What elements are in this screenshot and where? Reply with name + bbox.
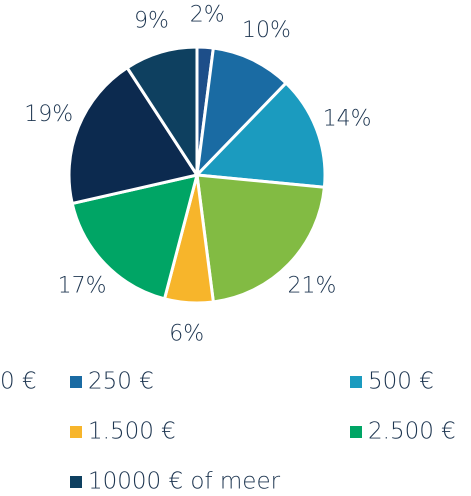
pie-slice bbox=[67, 65, 200, 206]
pie-slice bbox=[195, 173, 327, 304]
legend-label: 0 € bbox=[0, 369, 37, 395]
pie-slice bbox=[125, 45, 199, 181]
pie-slice bbox=[194, 46, 289, 180]
legend-marker bbox=[70, 476, 82, 488]
slice-label: 21% bbox=[287, 273, 336, 298]
legend-marker bbox=[70, 376, 82, 388]
legend-marker bbox=[350, 376, 362, 388]
legend-label: 250 € bbox=[88, 369, 154, 395]
slice-label: 10% bbox=[242, 18, 291, 43]
legend-label: 1.500 € bbox=[88, 419, 176, 445]
legend-label: 2.500 € bbox=[368, 419, 456, 445]
slice-label: 14% bbox=[323, 107, 372, 132]
legend-marker bbox=[350, 426, 362, 438]
slice-label: 17% bbox=[58, 273, 107, 298]
slice-label: 2% bbox=[190, 2, 225, 27]
slice-label: 6% bbox=[169, 322, 204, 347]
legend-label: 10000 € of meer bbox=[88, 469, 281, 495]
slice-label: 19% bbox=[24, 102, 73, 127]
pie-slice bbox=[70, 172, 200, 301]
slice-label: 9% bbox=[134, 9, 169, 34]
legend-marker bbox=[70, 426, 82, 438]
legend-label: 500 € bbox=[368, 369, 434, 395]
pie-slice bbox=[193, 80, 327, 189]
